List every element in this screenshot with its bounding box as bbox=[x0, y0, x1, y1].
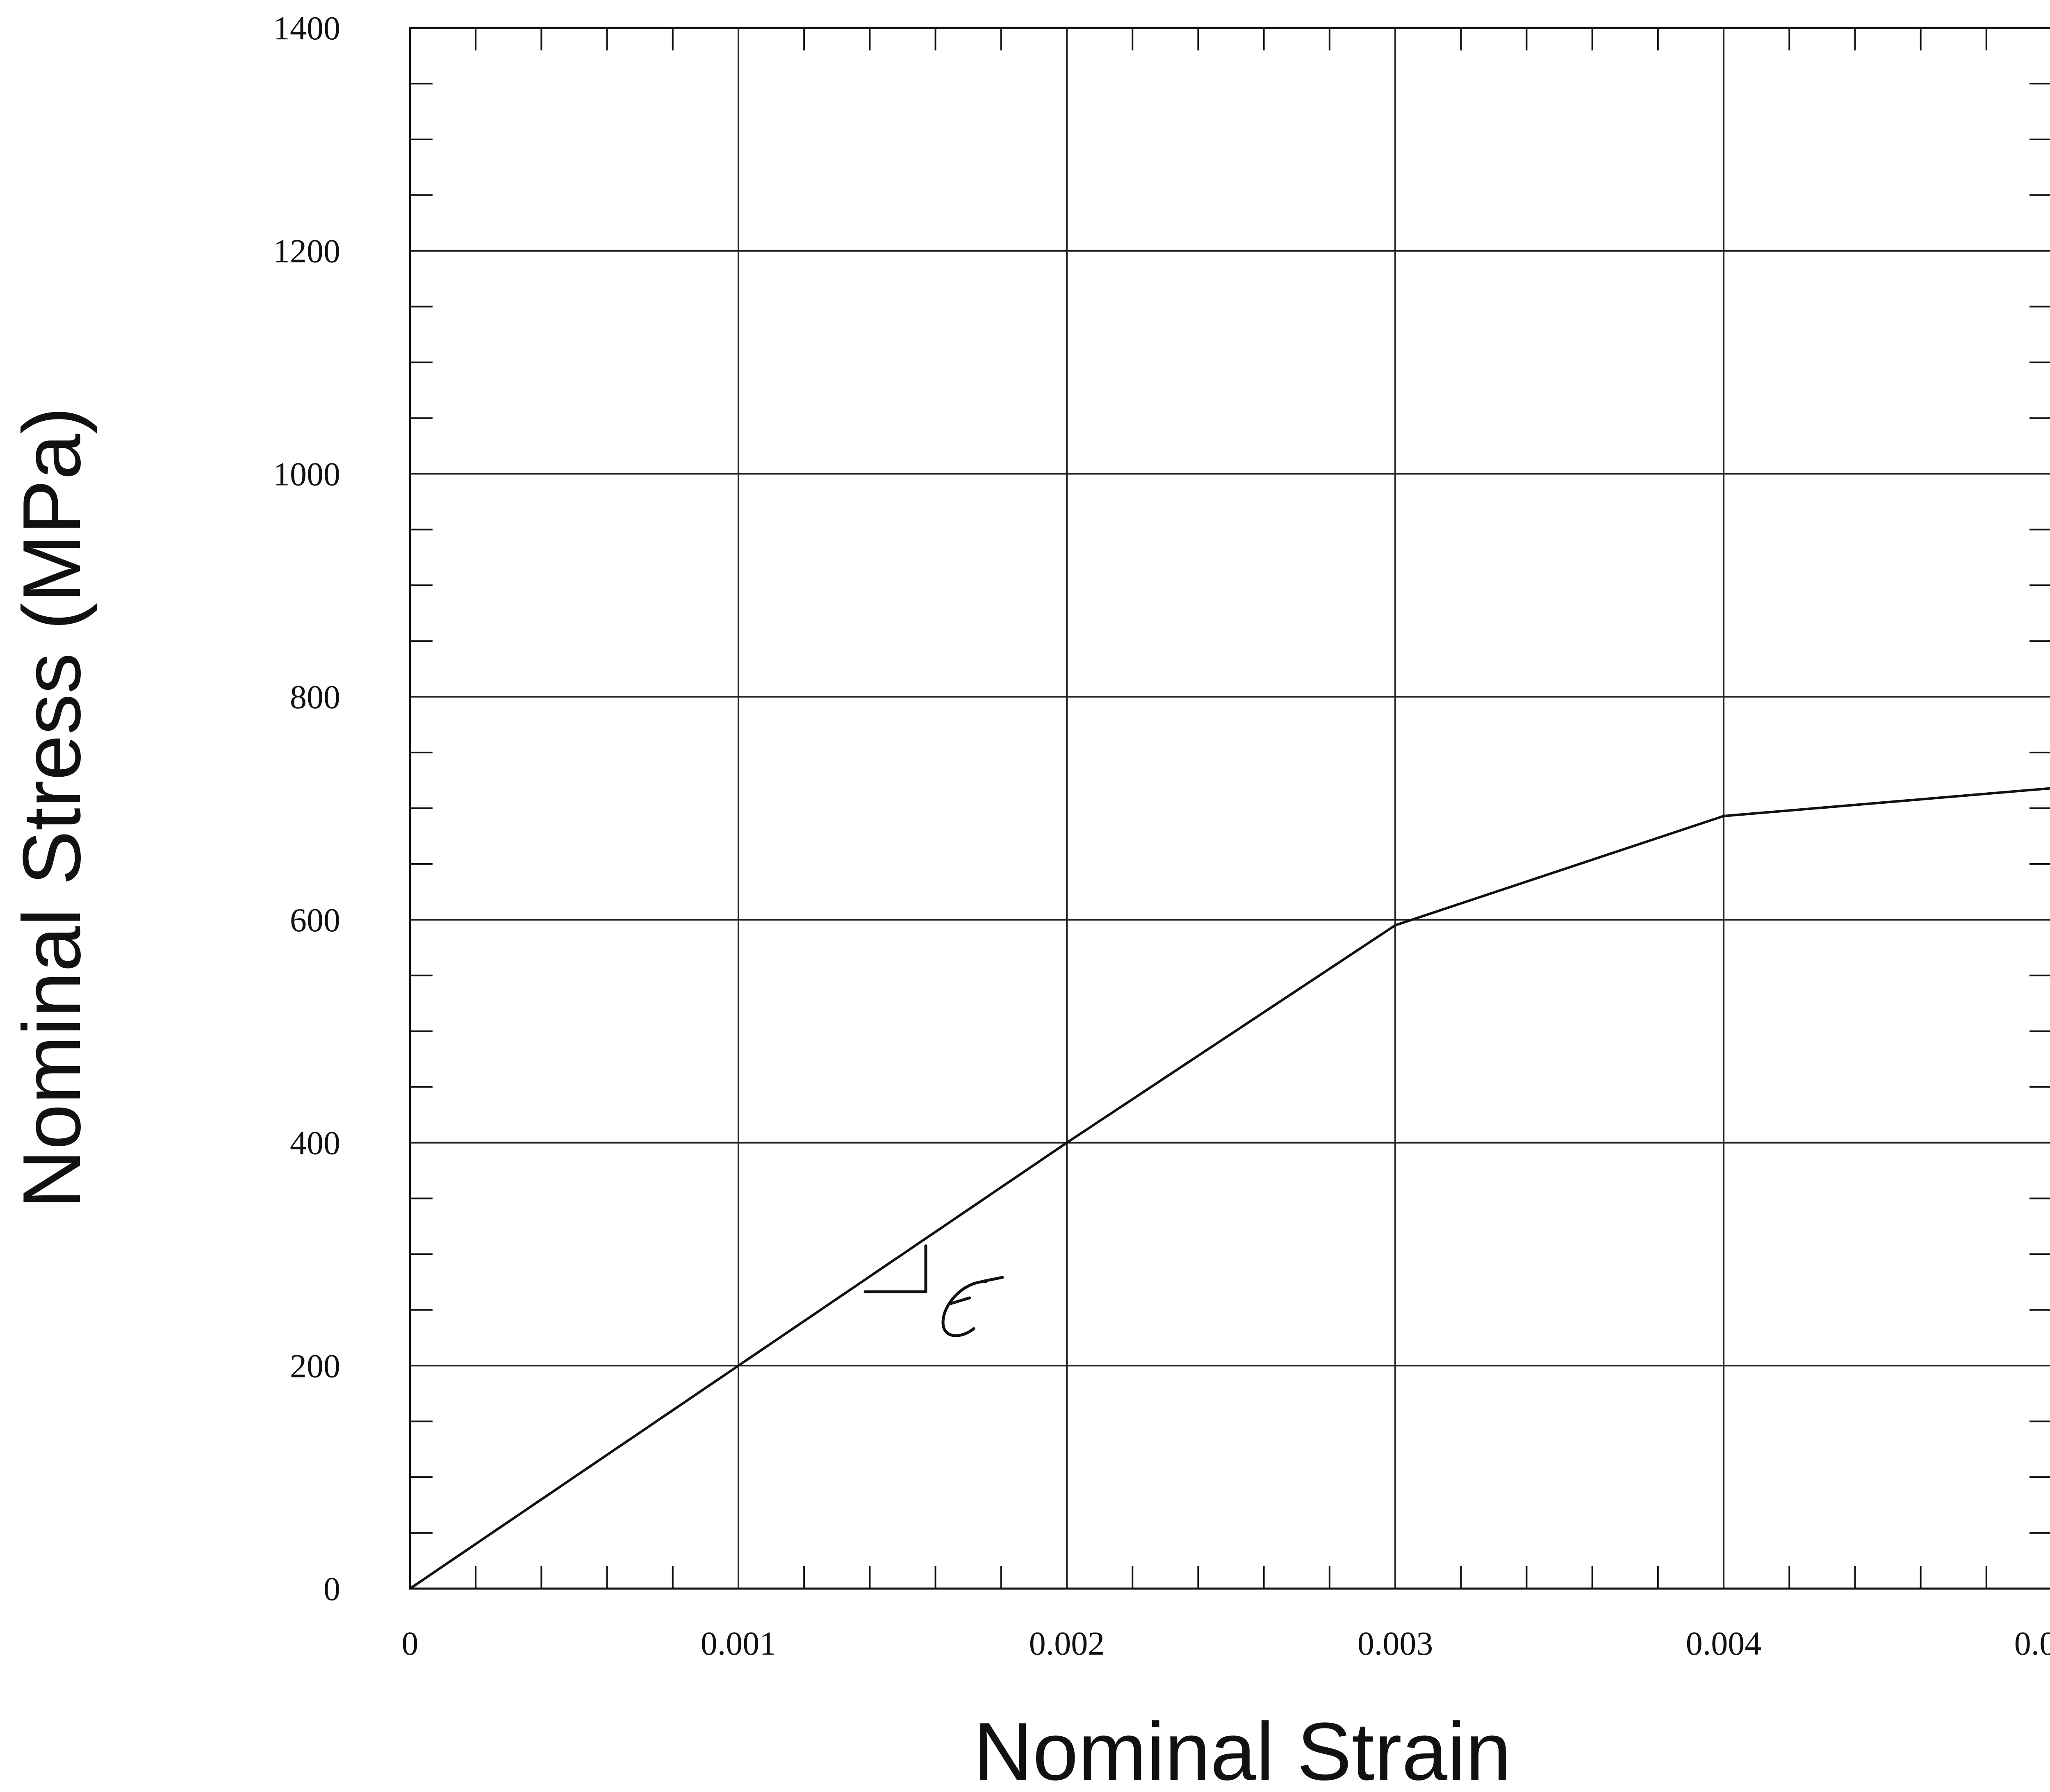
stress-strain-curve bbox=[409, 787, 2050, 1590]
y-tick-label: 400 bbox=[290, 1124, 340, 1162]
x-tick-label: 0.005 bbox=[2014, 1625, 2050, 1662]
y-tick-labels: 0 200 400 600 800 1000 1200 1400 bbox=[273, 9, 340, 1607]
y-tick-label: 800 bbox=[290, 678, 340, 716]
x-tick-labels: 0 0.001 0.002 0.003 0.004 0.005 bbox=[402, 1625, 2050, 1662]
x-tick-label: 0.003 bbox=[1358, 1625, 1433, 1662]
grid-lines bbox=[410, 28, 2050, 1589]
handwritten-e bbox=[941, 1276, 1004, 1337]
x-tick-label: 0.004 bbox=[1686, 1625, 1762, 1662]
x-axis-title: Nominal Strain bbox=[973, 1706, 1511, 1792]
x-tick-label: 0 bbox=[402, 1625, 419, 1662]
y-tick-label: 200 bbox=[290, 1347, 340, 1384]
y-tick-label: 1200 bbox=[273, 233, 340, 270]
slope-annotation bbox=[863, 1244, 1004, 1337]
y-tick-label: 1400 bbox=[273, 9, 340, 47]
slope-triangle bbox=[863, 1244, 927, 1293]
y-tick-label: 0 bbox=[323, 1570, 340, 1607]
plot-frame bbox=[409, 27, 2050, 1590]
y-axis-title: Nominal Stress (MPa) bbox=[6, 407, 98, 1209]
x-tick-label: 0.002 bbox=[1029, 1625, 1105, 1662]
y-tick-label: 600 bbox=[290, 901, 340, 939]
minor-ticks bbox=[410, 28, 2050, 1589]
x-tick-label: 0.001 bbox=[701, 1625, 777, 1662]
y-tick-label: 1000 bbox=[273, 455, 340, 492]
